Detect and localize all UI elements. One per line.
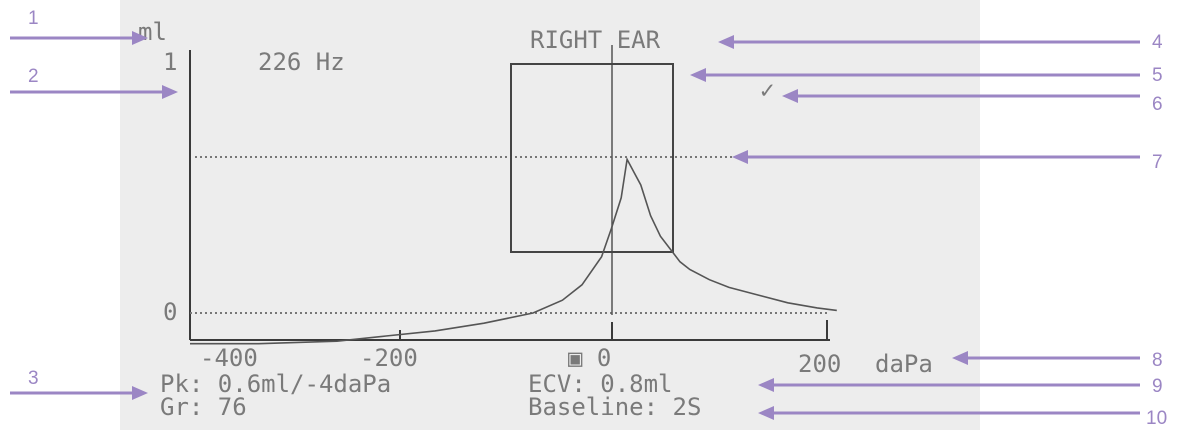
callout-label-1: 1 bbox=[28, 8, 39, 29]
check-icon: ✓ bbox=[760, 76, 774, 104]
y-tick-label-zero: 0 bbox=[163, 298, 177, 326]
ear-label: RIGHT EAR bbox=[530, 26, 661, 54]
callout-8: 8 bbox=[952, 350, 1163, 371]
callout-10: 10 bbox=[758, 406, 1167, 429]
ecv-readout: ECV: 0.8ml bbox=[528, 370, 673, 398]
x-unit-label: daPa bbox=[875, 350, 933, 378]
callout-label-7: 7 bbox=[1152, 152, 1163, 173]
callout-3: 3 bbox=[10, 368, 148, 400]
tympanogram-curve bbox=[190, 156, 837, 345]
x-tick-label-200: 200 bbox=[798, 350, 841, 378]
x-tick-label-minus200: -200 bbox=[360, 344, 418, 372]
unit-label: ml bbox=[138, 18, 167, 46]
tympanometer-screen bbox=[120, 0, 980, 430]
callout-label-9: 9 bbox=[1152, 376, 1163, 397]
callout-label-10: 10 bbox=[1146, 408, 1167, 429]
callout-9: 9 bbox=[758, 376, 1163, 397]
y-tick-label-top: 1 bbox=[163, 48, 177, 76]
callout-label-8: 8 bbox=[1152, 350, 1163, 371]
callout-label-6: 6 bbox=[1152, 94, 1163, 115]
pk-readout: Pk: 0.6ml/-4daPa bbox=[160, 370, 391, 398]
callout-label-5: 5 bbox=[1152, 65, 1163, 86]
callout-5: 5 bbox=[690, 65, 1163, 86]
frequency-label: 226 Hz bbox=[258, 48, 345, 76]
baseline-readout: Baseline: 2S bbox=[528, 393, 701, 421]
callout-label-3: 3 bbox=[28, 368, 39, 389]
callout-label-2: 2 bbox=[28, 66, 39, 87]
x-tick-label-0: ▣ 0 bbox=[568, 344, 611, 372]
callout-2: 2 bbox=[10, 66, 178, 99]
callout-4: 4 bbox=[718, 32, 1163, 53]
normal-range-box bbox=[510, 63, 674, 253]
gr-readout: Gr: 76 bbox=[160, 393, 247, 421]
callout-label-4: 4 bbox=[1152, 32, 1163, 53]
x-tick-label-minus400: -400 bbox=[200, 344, 258, 372]
callout-7: 7 bbox=[732, 150, 1163, 173]
callout-6: 6 bbox=[782, 89, 1163, 115]
callout-1: 1 bbox=[10, 8, 148, 45]
